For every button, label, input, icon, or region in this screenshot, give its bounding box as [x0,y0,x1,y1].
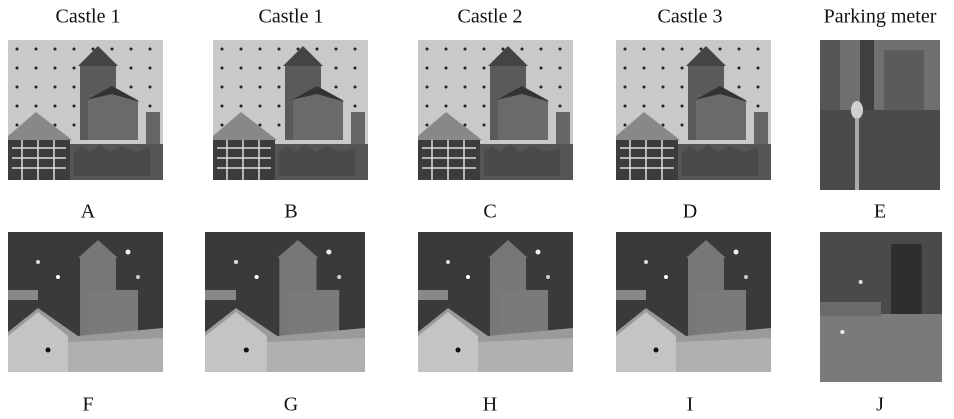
image-label: F [82,394,93,416]
image-h [418,232,573,372]
image-label: H [483,394,497,416]
image-label: C [483,201,496,223]
image-b [213,40,368,180]
image-label: B [284,201,297,223]
image-label: G [284,394,298,416]
image-label: D [683,201,697,223]
column-title: Castle 3 [658,6,723,28]
column-title: Castle 2 [458,6,523,28]
image-e [820,40,940,190]
image-label: J [876,394,884,416]
image-d [616,40,771,180]
image-c [418,40,573,180]
column-title: Castle 1 [56,6,121,28]
image-label: A [81,201,96,223]
image-i [616,232,771,372]
column-title: Parking meter [824,6,937,28]
image-a [8,40,163,180]
image-g [205,232,365,372]
column-title: Castle 1 [259,6,324,28]
image-label: E [874,201,886,223]
figure: Castle 1 A F Castle 1 B G Castle 2 C H Castle 3 D I… [0,0,954,419]
image-label: I [687,394,694,416]
image-f [8,232,163,372]
image-j [820,232,942,382]
